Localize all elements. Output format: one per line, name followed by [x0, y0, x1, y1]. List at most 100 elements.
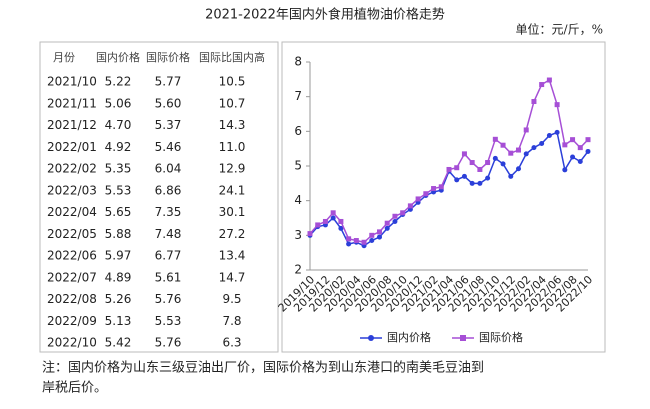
series-line [309, 131, 589, 247]
table-cell: 4.70 [105, 118, 132, 132]
table-cell: 5.61 [155, 270, 182, 284]
table-cell: 2021/12 [47, 118, 97, 132]
point [546, 77, 552, 83]
table-cell: 10.7 [219, 96, 246, 110]
point [377, 234, 382, 240]
point [485, 175, 491, 181]
point [477, 166, 483, 172]
table-cell: 6.04 [155, 162, 182, 176]
point [322, 218, 328, 224]
unit: 单位：元/斤，% [516, 22, 603, 37]
point [400, 210, 406, 216]
series-line [309, 78, 589, 244]
point [577, 145, 583, 151]
table-header: 国际价格 [146, 50, 190, 64]
point [346, 241, 352, 247]
table-cell: 5.22 [105, 75, 132, 89]
table-cell: 5.42 [105, 336, 132, 350]
point [523, 151, 529, 157]
table-cell: 5.65 [105, 205, 132, 219]
point [554, 129, 560, 135]
table-cell: 6.77 [155, 249, 182, 263]
table-cell: 30.1 [219, 205, 246, 219]
table-cell: 2022/05 [47, 227, 97, 241]
y-tick-label: 5 [294, 159, 302, 173]
table-cell: 2022/10 [47, 336, 97, 350]
point [338, 225, 344, 231]
table-cell: 13.4 [219, 249, 246, 263]
table-cell: 5.35 [105, 162, 132, 176]
table-cell: 5.77 [155, 75, 182, 89]
point [361, 239, 367, 245]
point [508, 150, 514, 156]
point [392, 218, 398, 224]
point [485, 160, 491, 166]
point [353, 238, 359, 244]
point [570, 137, 576, 143]
table-cell: 4.89 [105, 270, 132, 284]
point [377, 229, 382, 235]
y-tick-label: 8 [294, 55, 302, 69]
point [546, 132, 552, 138]
table-cell: 6.3 [222, 336, 241, 350]
point [369, 238, 375, 244]
note-line: 岸税后价。 [42, 381, 107, 396]
table-cell: 10.5 [219, 75, 246, 89]
table-cell: 5.97 [105, 249, 132, 263]
table-cell: 7.8 [222, 314, 241, 328]
table-cell: 11.0 [219, 140, 246, 154]
table-cell: 5.46 [155, 140, 182, 154]
table-cell: 2022/09 [47, 314, 97, 328]
table-cell: 5.88 [105, 227, 132, 241]
table-cell: 4.92 [105, 140, 132, 154]
point [446, 166, 452, 172]
point [523, 127, 529, 133]
table-cell: 5.26 [105, 292, 132, 306]
point [307, 231, 313, 237]
point [469, 180, 475, 186]
point [407, 203, 413, 209]
table-border [39, 41, 279, 353]
table-cell: 7.35 [155, 205, 182, 219]
point [492, 136, 498, 142]
y-tick-label: 2 [294, 263, 302, 277]
y-tick-label: 4 [294, 193, 302, 207]
table-cell: 5.76 [155, 336, 182, 350]
note-line: 注：国内价格为山东三级豆油出厂价，国际价格为到山东港口的南美毛豆油到 [42, 360, 484, 376]
point [392, 213, 398, 219]
point [431, 186, 437, 192]
table-cell: 9.5 [222, 292, 241, 306]
table-header: 国际比国内高 [199, 50, 265, 64]
point [570, 154, 576, 160]
point [516, 166, 521, 172]
table-cell: 14.7 [219, 270, 246, 284]
legend-marker [460, 335, 466, 341]
point [454, 177, 460, 183]
table-cell: 27.2 [219, 227, 246, 241]
table-cell: 14.3 [219, 118, 246, 132]
point [384, 225, 390, 231]
point [585, 148, 591, 154]
point [492, 155, 498, 161]
table-cell: 2021/10 [47, 75, 97, 89]
point [423, 191, 429, 197]
point [469, 160, 475, 166]
table-cell: 2021/11 [47, 96, 97, 110]
point [384, 220, 390, 226]
point [461, 173, 467, 179]
table-cell: 2022/04 [47, 205, 97, 219]
table-cell: 6.86 [155, 183, 182, 197]
point [330, 215, 336, 221]
point [508, 173, 514, 179]
point [477, 180, 483, 186]
point [585, 137, 591, 143]
point [500, 142, 506, 148]
point [562, 142, 568, 148]
table-cell: 24.1 [219, 183, 246, 197]
point [516, 147, 521, 153]
table-cell: 2022/02 [47, 162, 97, 176]
table-cell: 5.37 [155, 118, 182, 132]
table-cell: 5.06 [105, 96, 132, 110]
point [461, 151, 467, 157]
point [500, 161, 506, 167]
